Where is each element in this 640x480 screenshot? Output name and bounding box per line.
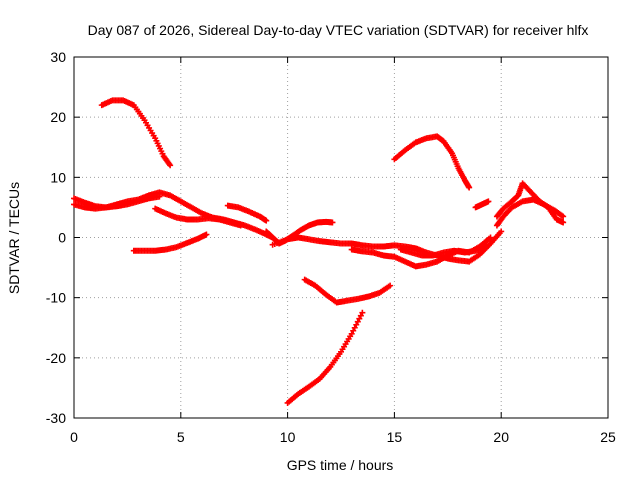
ticks: 0 5 10 15 20 25 -30 -20 -10 0 10 20 30 [46, 49, 616, 445]
data-point [354, 318, 361, 325]
series-track-13 [391, 133, 473, 191]
series-track-15 [493, 196, 567, 229]
data-point [348, 330, 355, 337]
data-point [483, 243, 490, 250]
data-point [263, 217, 270, 224]
series-track-16 [493, 180, 567, 226]
series-track-8 [269, 228, 505, 265]
x-axis-label: GPS time / hours [287, 457, 394, 473]
chart-title: Day 087 of 2026, Sidereal Day-to-day VTE… [88, 22, 589, 38]
data-point [359, 309, 366, 316]
data-point [353, 321, 360, 328]
y-tick-label: 0 [58, 230, 66, 246]
x-tick-label: 25 [600, 429, 616, 445]
grid [74, 57, 608, 418]
data-point [167, 162, 174, 169]
series-track-10 [397, 243, 490, 259]
data-point [237, 222, 244, 229]
data-point [487, 234, 494, 241]
data-point [350, 327, 357, 334]
x-tick-label: 10 [280, 429, 296, 445]
y-tick-label: -10 [46, 290, 66, 306]
x-tick-label: 0 [70, 429, 78, 445]
data-points [71, 97, 567, 406]
series-track-1 [98, 97, 174, 169]
series-track-3 [71, 193, 163, 212]
y-tick-label: 20 [50, 109, 66, 125]
y-tick-label: -30 [46, 410, 66, 426]
data-point [466, 184, 473, 191]
series-track-11 [301, 276, 394, 306]
data-point [357, 312, 364, 319]
series-track-6 [130, 231, 210, 254]
x-tick-label: 20 [493, 429, 509, 445]
series-track-4 [152, 205, 244, 229]
y-tick-label: 30 [50, 49, 66, 65]
data-point [329, 219, 336, 226]
series-track-5 [224, 202, 270, 224]
data-point [560, 213, 567, 220]
data-point [203, 231, 210, 238]
x-tick-label: 5 [177, 429, 185, 445]
data-point [156, 193, 163, 200]
y-tick-label: 10 [50, 169, 66, 185]
data-point [560, 219, 567, 226]
x-tick-label: 15 [387, 429, 403, 445]
y-axis-label: SDTVAR / TECUs [6, 182, 22, 294]
series-track-14 [472, 198, 492, 211]
data-point [498, 228, 505, 235]
y-tick-label: -20 [46, 350, 66, 366]
data-point [356, 315, 363, 322]
data-point [387, 282, 394, 289]
series-track-12 [284, 309, 366, 406]
data-point [485, 198, 492, 205]
data-point [351, 324, 358, 331]
